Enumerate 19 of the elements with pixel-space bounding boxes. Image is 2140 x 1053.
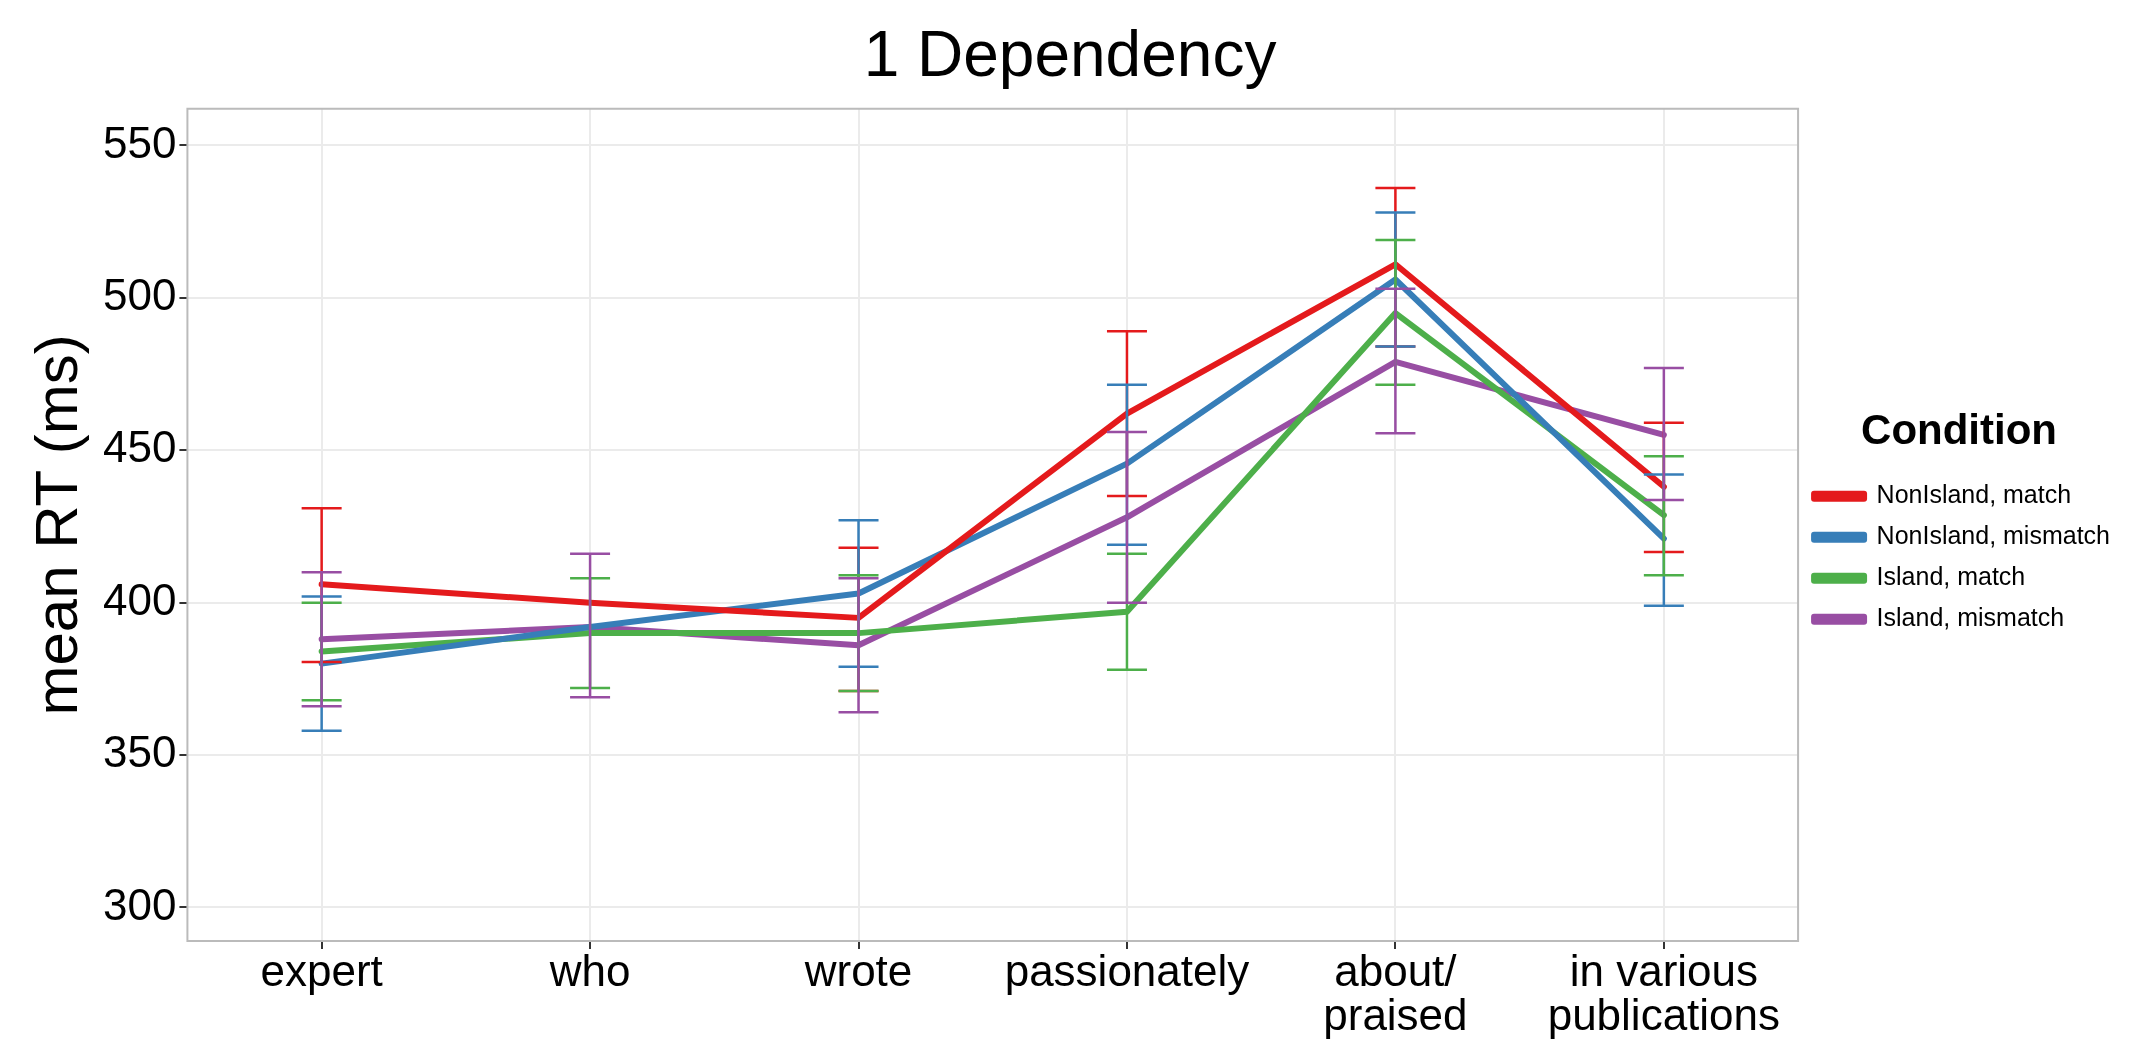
x-tick-label: expert <box>260 946 383 996</box>
chart-title: 1 Dependency <box>863 18 1277 91</box>
x-tick-label: who <box>548 946 631 996</box>
legend-label: Island, mismatch <box>1876 603 2065 632</box>
y-tick-label: 400 <box>102 574 177 624</box>
y-tick-label: 550 <box>102 117 177 167</box>
legend-label: Island, match <box>1876 562 2026 591</box>
x-tick-label: about/ praised <box>1323 946 1468 1040</box>
y-tick-label: 300 <box>102 879 177 929</box>
legend-label: NonIsland, match <box>1876 480 2072 509</box>
y-tick-label: 350 <box>102 727 177 777</box>
legend-title: Condition <box>1861 405 2058 453</box>
y-axis-title: mean RT (ms) <box>22 334 90 716</box>
x-tick-label: wrote <box>803 946 913 996</box>
x-tick-label: passionately <box>1004 946 1250 996</box>
legend-label: NonIsland, mismatch <box>1876 521 2111 550</box>
x-tick-label: in various publications <box>1547 946 1781 1040</box>
y-tick-label: 500 <box>102 269 177 319</box>
y-tick-label: 450 <box>102 422 177 472</box>
